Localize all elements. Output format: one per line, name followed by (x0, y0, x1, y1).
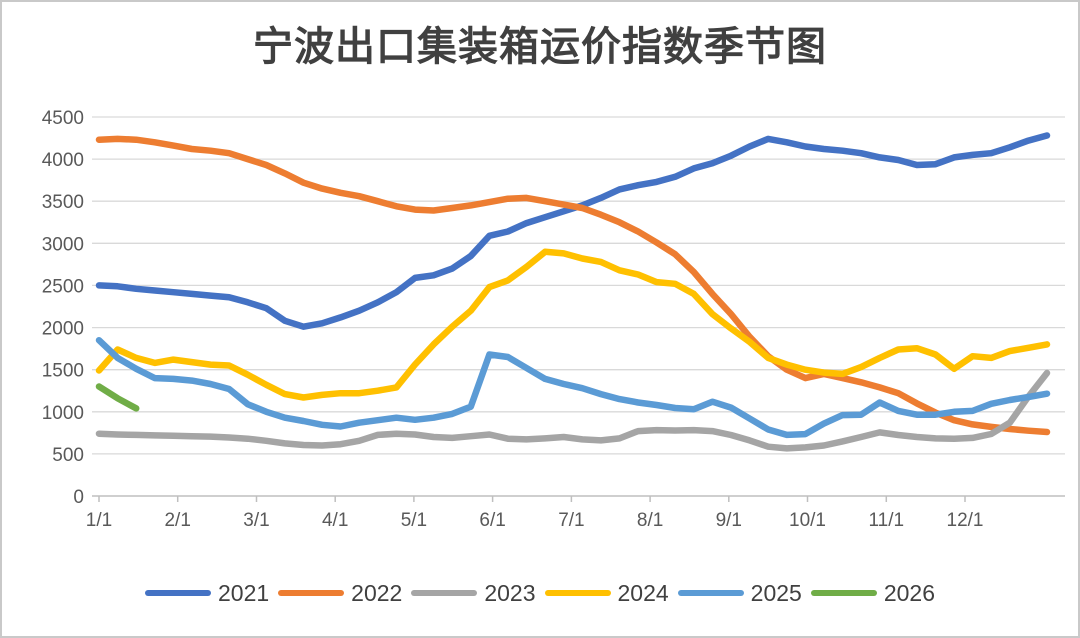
x-axis-label: 2/1 (164, 510, 190, 531)
legend-item-2025: 2025 (677, 579, 802, 607)
legend-item-2021: 2021 (144, 579, 270, 607)
y-axis-label: 3500 (42, 192, 84, 213)
x-axis-label: 1/1 (86, 510, 112, 531)
x-axis-label: 10/1 (789, 510, 826, 531)
y-axis-label: 2000 (42, 319, 84, 340)
y-axis-label: 4500 (42, 108, 84, 129)
legend-line-marker (677, 590, 744, 596)
series-line-2024 (95, 248, 1051, 401)
series-line-2025 (95, 336, 1051, 439)
legend-label: 2026 (883, 579, 936, 606)
legend-item-2026: 2026 (810, 579, 936, 607)
legend: 2021 2022 2023 2024 2025 2026 (2, 577, 1078, 609)
y-axis-label: 4000 (42, 150, 84, 171)
x-axis-label: 6/1 (479, 510, 505, 531)
legend-line-marker (544, 590, 611, 596)
series-line-2023 (95, 369, 1051, 452)
x-axis-label: 5/1 (401, 510, 427, 531)
y-axis-label: 0 (73, 487, 84, 508)
series-line-2021 (95, 132, 1051, 330)
x-axis-label: 8/1 (637, 510, 663, 531)
y-axis-label: 500 (52, 445, 84, 466)
x-axis-label: 12/1 (947, 510, 984, 531)
legend-label: 2025 (750, 579, 802, 606)
x-axis-label: 7/1 (558, 510, 584, 531)
legend-line-marker (278, 590, 345, 596)
y-axis-label: 1500 (42, 361, 84, 382)
legend-label: 2024 (617, 579, 669, 606)
x-axis-label: 11/1 (869, 510, 905, 531)
legend-item-2022: 2022 (278, 580, 402, 607)
legend-line-marker (144, 590, 211, 596)
y-axis-label: 2500 (42, 276, 84, 297)
page-title: 宁波出口集装箱运价指数季节图 (253, 25, 827, 69)
legend-item-2024: 2024 (544, 579, 669, 607)
x-axis-label: 3/1 (243, 510, 269, 531)
legend-item-2023: 2023 (411, 579, 536, 607)
x-axis-label: 9/1 (716, 510, 742, 531)
legend-line-marker (411, 590, 478, 596)
y-axis-label: 1000 (42, 403, 84, 424)
legend-line-marker (810, 590, 877, 596)
x-axis-label: 4/1 (322, 510, 348, 531)
series-line-2026 (95, 383, 140, 412)
legend-label: 2021 (217, 579, 270, 606)
series-line-2022 (95, 135, 1051, 436)
legend-label: 2023 (484, 579, 536, 606)
legend-label: 2022 (351, 579, 403, 606)
y-axis-label: 3000 (42, 234, 84, 255)
